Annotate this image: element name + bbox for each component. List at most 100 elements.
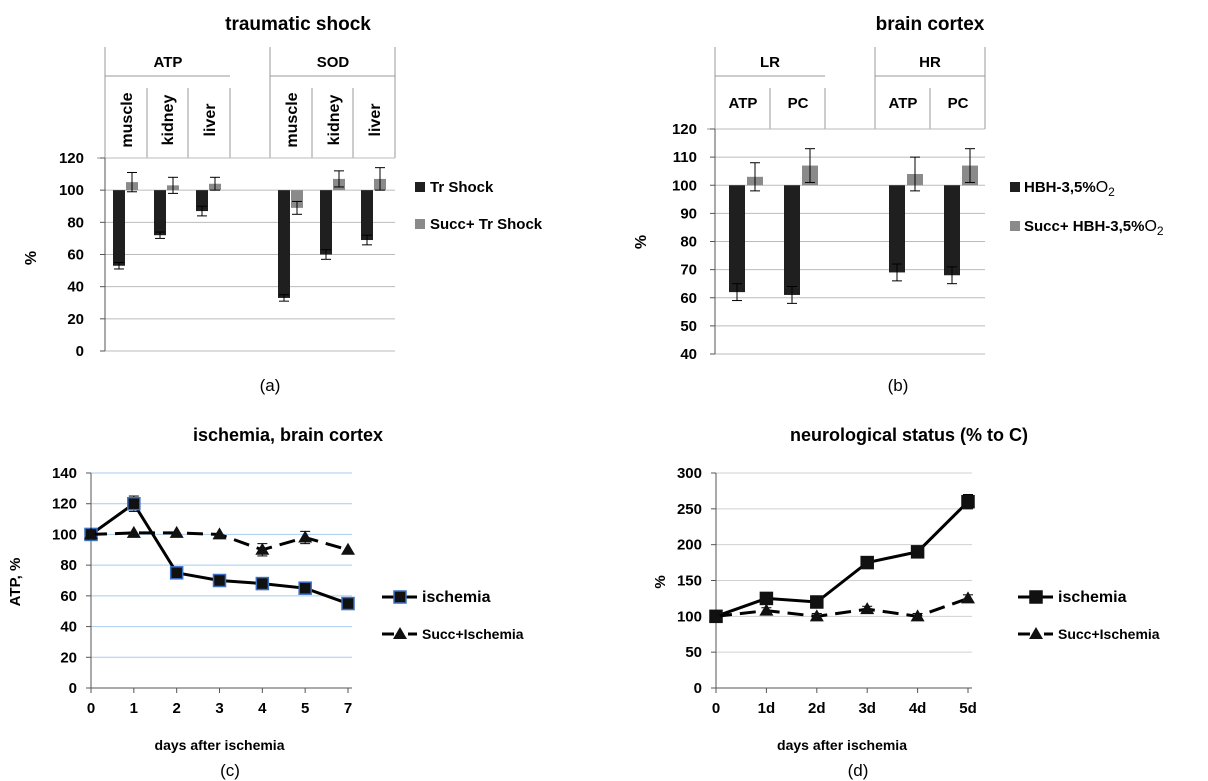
category-label: kidney bbox=[160, 95, 177, 146]
data-point bbox=[298, 581, 312, 595]
y-tick-label: 80 bbox=[67, 214, 84, 231]
legend-label: HBH-3,5%O2 bbox=[1024, 179, 1115, 199]
data-point bbox=[212, 527, 227, 540]
x-tick-label: 5d bbox=[959, 700, 977, 717]
data-point bbox=[759, 591, 774, 606]
data-point bbox=[341, 542, 355, 555]
category-label: ATP bbox=[889, 95, 918, 112]
category-label: liver bbox=[202, 104, 219, 137]
y-tick-label: 70 bbox=[680, 262, 697, 279]
legend-marker bbox=[393, 627, 407, 639]
y-tick-label: 250 bbox=[677, 501, 702, 518]
legend-marker bbox=[393, 590, 407, 604]
data-point bbox=[860, 555, 874, 570]
legend-suffix: O bbox=[1096, 179, 1108, 196]
legend-label: Succ+ Tr Shock bbox=[430, 216, 543, 233]
y-tick-label: 60 bbox=[67, 247, 84, 264]
y-tick-label: 60 bbox=[60, 588, 77, 605]
data-point bbox=[255, 542, 270, 555]
y-tick-label: 150 bbox=[677, 573, 702, 590]
bar bbox=[291, 190, 303, 208]
group-label: SOD bbox=[317, 54, 350, 71]
data-point bbox=[169, 525, 184, 538]
y-tick-label: 300 bbox=[677, 465, 702, 482]
data-point bbox=[341, 596, 355, 611]
data-point bbox=[961, 591, 975, 604]
legend-label: ischemia bbox=[1058, 589, 1127, 606]
y-tick-label: 50 bbox=[680, 318, 697, 335]
bar bbox=[320, 190, 332, 255]
group-label: ATP bbox=[154, 54, 183, 71]
legend-name: Succ+ HBH-3,5% bbox=[1024, 218, 1144, 235]
legend-name: HBH-3,5% bbox=[1024, 179, 1096, 196]
legend-label: Tr Shock bbox=[430, 179, 494, 196]
category-label: PC bbox=[788, 95, 809, 112]
x-tick-label: 0 bbox=[712, 700, 720, 717]
y-tick-label: 0 bbox=[69, 680, 77, 697]
x-tick-label: 4 bbox=[258, 700, 267, 717]
data-point bbox=[127, 496, 141, 511]
data-point bbox=[169, 566, 184, 580]
series-line bbox=[715, 500, 970, 618]
panel-d: neurological status (% to C) 0 50 100 150 200… bbox=[652, 425, 1160, 780]
y-tick-label: 50 bbox=[685, 644, 702, 661]
legend-marker bbox=[1029, 627, 1043, 639]
x-tick-label: 2d bbox=[808, 700, 826, 717]
y-tick-label: 60 bbox=[680, 290, 697, 307]
category-label: kidney bbox=[326, 95, 343, 146]
x-tick-label: 0 bbox=[87, 700, 95, 717]
legend-marker bbox=[1029, 590, 1043, 604]
x-tick-label: 3d bbox=[858, 700, 876, 717]
data-point bbox=[212, 573, 227, 588]
legend-label: Succ+Ischemia bbox=[422, 626, 524, 642]
y-tick-label: 40 bbox=[680, 346, 697, 363]
x-tick-label: 2 bbox=[172, 700, 180, 717]
data-point bbox=[126, 525, 141, 538]
y-axis-label: ATP, % bbox=[7, 558, 24, 607]
data-point bbox=[810, 595, 824, 609]
bar bbox=[889, 185, 905, 273]
y-axis-label: % bbox=[633, 235, 650, 249]
x-tick-label: 1 bbox=[130, 700, 138, 717]
x-axis-label: days after ischemia bbox=[155, 737, 285, 753]
bar bbox=[784, 185, 800, 295]
group-label: HR bbox=[919, 54, 941, 71]
legend-swatch bbox=[1010, 182, 1020, 192]
data-point bbox=[759, 603, 774, 616]
y-tick-label: 20 bbox=[67, 311, 84, 328]
x-tick-label: 4d bbox=[909, 700, 927, 717]
data-point bbox=[709, 609, 723, 622]
y-tick-label: 100 bbox=[52, 526, 77, 543]
y-tick-label: 40 bbox=[67, 279, 84, 296]
data-point bbox=[961, 494, 975, 509]
legend-suffix: O bbox=[1144, 218, 1156, 235]
y-tick-label: 200 bbox=[677, 537, 702, 554]
panel-b: brain cortex LR HR ATP PC ATP PC 40 50 60 70 80 90 10… bbox=[633, 14, 1164, 395]
category-label: PC bbox=[948, 95, 969, 112]
category-label: muscle bbox=[284, 92, 301, 147]
chart-title: neurological status (% to C) bbox=[790, 425, 1028, 445]
x-tick-label: 3 bbox=[215, 700, 223, 717]
y-tick-label: 40 bbox=[60, 619, 77, 636]
legend-subscript: 2 bbox=[1157, 224, 1164, 238]
legend-swatch bbox=[1010, 221, 1020, 231]
y-tick-label: 100 bbox=[677, 608, 702, 625]
y-tick-label: 110 bbox=[673, 149, 697, 166]
panel-c: ischemia, brain cortex020406080100120140… bbox=[7, 425, 524, 780]
panel-label: (a) bbox=[260, 376, 281, 395]
x-tick-label: 1d bbox=[758, 700, 776, 717]
legend-swatch bbox=[415, 219, 425, 229]
panel-label: (c) bbox=[220, 761, 240, 780]
bar bbox=[113, 190, 125, 266]
data-point bbox=[910, 545, 925, 559]
y-axis-label: % bbox=[23, 251, 40, 265]
series-line bbox=[715, 597, 969, 618]
data-point bbox=[255, 576, 270, 591]
data-point bbox=[910, 609, 925, 622]
data-point bbox=[298, 530, 313, 543]
group-label: LR bbox=[760, 54, 780, 71]
chart-title: brain cortex bbox=[876, 14, 985, 35]
category-label: liver bbox=[367, 104, 384, 137]
panel-label: (b) bbox=[888, 376, 909, 395]
